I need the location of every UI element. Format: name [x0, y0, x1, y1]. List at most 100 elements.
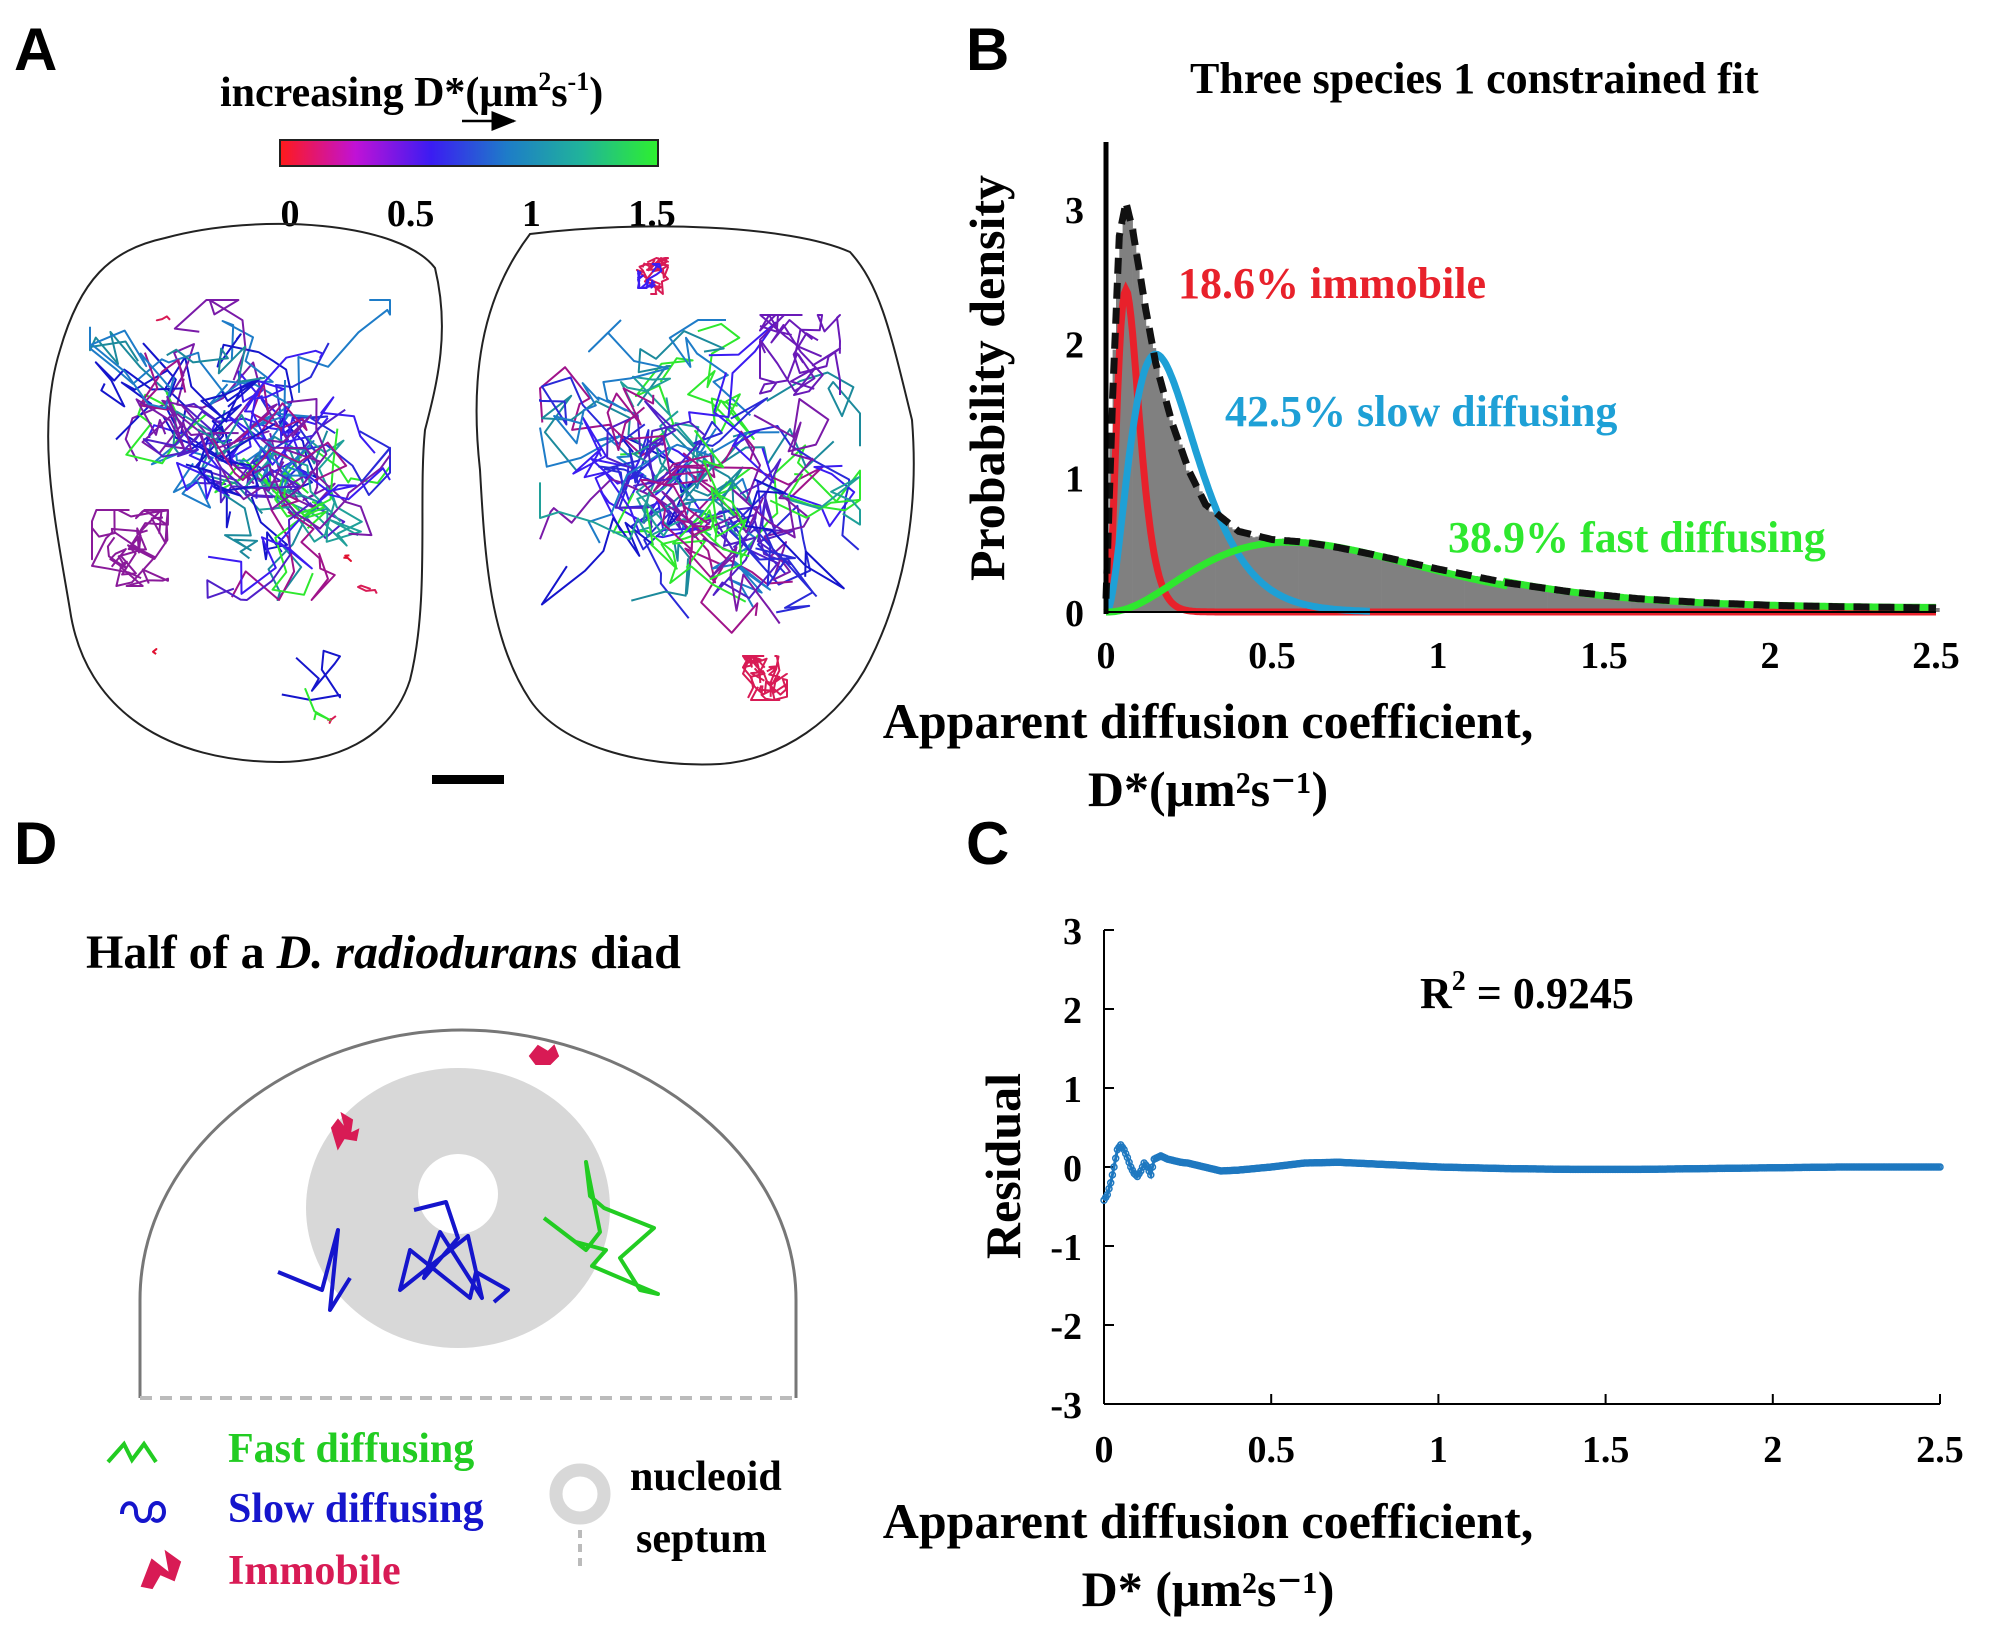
histogram-bar: [1404, 562, 1409, 612]
diad-title-prefix: Half of a: [86, 926, 277, 979]
histogram-bar: [1590, 594, 1595, 612]
histogram-bar: [1155, 363, 1160, 612]
histogram-bar: [1697, 602, 1701, 612]
histogram-bar: [1129, 216, 1133, 612]
histogram-bar: [1295, 543, 1299, 612]
histogram-bar: [1504, 582, 1509, 612]
colorbar-title-suffix: ): [589, 70, 603, 116]
track: [672, 467, 751, 569]
track: [793, 314, 841, 358]
histogram-bar: [1179, 444, 1183, 612]
histogram-bar: [1335, 548, 1339, 612]
chart-b-x-ticks: 0 0.5 1 1.5 2 2.5: [1097, 635, 1960, 677]
track: [637, 272, 656, 289]
track: [176, 461, 230, 500]
histogram-bar: [1653, 599, 1658, 612]
histogram-bar: [1448, 572, 1452, 612]
histogram-bar: [1328, 544, 1333, 612]
track: [89, 330, 172, 397]
track: [152, 648, 158, 655]
histogram-bar: [1750, 604, 1754, 612]
track: [166, 345, 266, 383]
histogram-bar: [1650, 599, 1655, 612]
histogram-bar: [1723, 603, 1728, 612]
chart-c-ytick: 0: [1063, 1148, 1082, 1190]
histogram-bar: [1355, 552, 1359, 612]
track: [742, 655, 765, 669]
histogram-bar: [1720, 603, 1724, 612]
track: [90, 329, 175, 410]
histogram-bar: [1388, 557, 1392, 612]
track: [135, 395, 187, 453]
panel-letter-c: C: [966, 810, 1009, 877]
track: [221, 379, 292, 462]
track: [762, 476, 861, 526]
histogram-bar: [1421, 566, 1426, 612]
track: [138, 352, 187, 411]
histogram-bar: [1514, 584, 1519, 612]
track: [287, 510, 336, 601]
track: [248, 379, 301, 466]
legend-slow-label: Slow diffusing: [228, 1486, 484, 1532]
histogram-bar: [1434, 567, 1439, 612]
histogram-bar: [1481, 577, 1485, 612]
chart-b-xtick: 0.5: [1248, 635, 1296, 677]
histogram-bar: [1378, 557, 1382, 612]
track: [693, 397, 769, 451]
histogram-bar: [1494, 580, 1499, 612]
chart-c-xtick: 2: [1763, 1429, 1782, 1471]
track: [226, 414, 262, 499]
panel-d: D Half of a D. radiodurans diad Fast dif…: [14, 810, 798, 1594]
histogram-bar: [1560, 590, 1565, 612]
track: [198, 409, 264, 515]
track: [648, 278, 663, 295]
residual-point: [1147, 1171, 1155, 1179]
histogram-bar: [1235, 529, 1240, 612]
histogram-bar: [1474, 576, 1479, 612]
histogram-bar: [1381, 558, 1386, 612]
track: [642, 426, 753, 524]
chart-c-ylabel: Residual: [975, 1073, 1031, 1259]
histogram-bar: [1371, 553, 1376, 612]
track: [216, 333, 294, 430]
histogram-bar: [1457, 572, 1462, 612]
legend-immobile-label: Immobile: [228, 1548, 401, 1594]
track: [572, 416, 641, 534]
residual-point: [1148, 1163, 1157, 1171]
histogram-bar: [1633, 598, 1638, 612]
histogram-bar: [1584, 592, 1588, 612]
label-immobile: 18.6% immobile: [1178, 259, 1486, 308]
chart-b-ytick: 1: [1065, 459, 1084, 501]
legend-immobile-icon: [140, 1549, 182, 1590]
histogram-bar: [1305, 540, 1309, 612]
colorbar-tick-label: 0: [281, 193, 300, 235]
histogram-bar: [1690, 601, 1694, 612]
histogram-bar: [1285, 538, 1289, 612]
chart-b-title: Three species 1 constrained fit: [1190, 54, 1759, 103]
label-slow: 42.5% slow diffusing: [1225, 387, 1617, 436]
track: [220, 422, 276, 529]
histogram-bar: [1169, 420, 1173, 612]
panel-letter-d: D: [14, 810, 57, 877]
track: [693, 429, 747, 543]
histogram-bar: [1667, 600, 1671, 612]
histogram-bar: [1199, 491, 1203, 612]
histogram-bar: [1663, 600, 1668, 612]
histogram-bar: [1484, 579, 1489, 612]
track: [713, 430, 824, 500]
track: [747, 655, 765, 684]
track: [244, 454, 391, 530]
histogram-bar: [1477, 576, 1482, 612]
track: [606, 387, 655, 451]
histogram-bar: [1550, 589, 1555, 612]
track: [766, 371, 861, 447]
chart-b-xtick: 2.5: [1912, 635, 1960, 677]
histogram-bar: [1540, 587, 1545, 612]
histogram-bar: [1743, 604, 1748, 612]
histogram-bar: [1301, 540, 1306, 612]
histogram-bar: [1278, 539, 1283, 612]
histogram-bar: [1733, 603, 1738, 612]
histogram-bar: [1358, 553, 1362, 612]
histogram-bar: [1683, 601, 1688, 612]
